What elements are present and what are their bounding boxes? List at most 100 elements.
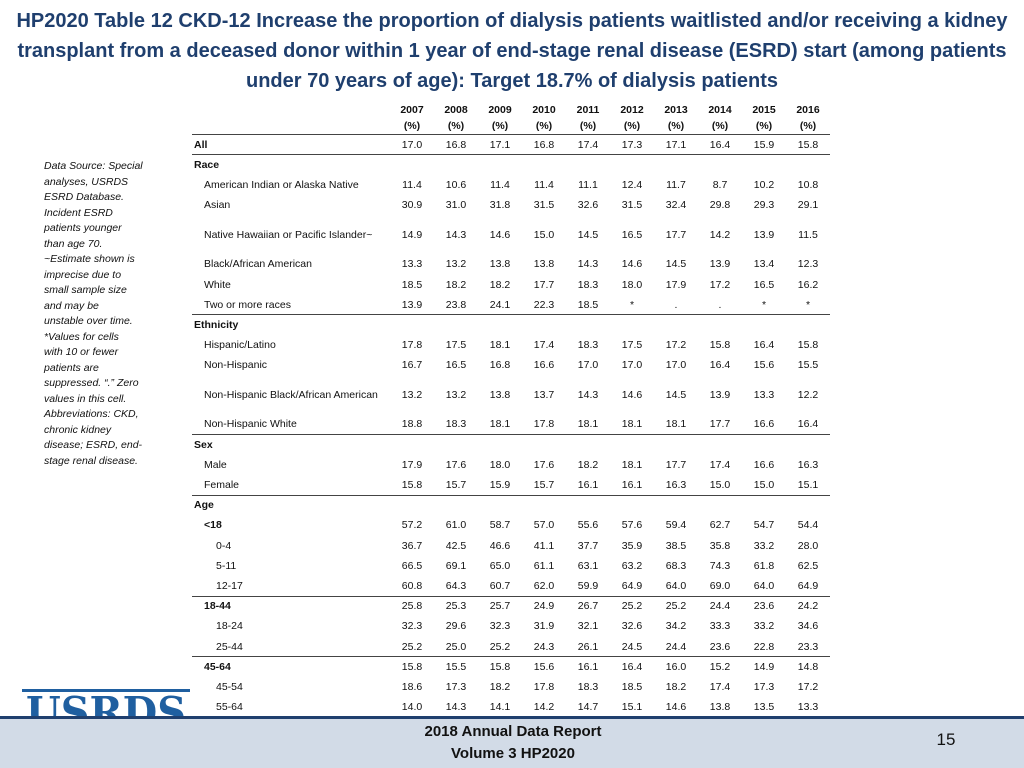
table-cell: 29.3: [742, 195, 786, 216]
table-cell: 23.8: [434, 294, 478, 316]
table-cell: *: [786, 294, 830, 316]
table-cell: [478, 495, 522, 516]
table-cell: 14.6: [654, 697, 698, 718]
note-line: small sample size: [44, 284, 127, 296]
row-label: 45-64: [192, 656, 390, 678]
table-cell: 60.8: [390, 575, 434, 597]
table-cell: 58.7: [478, 515, 522, 537]
table-cell: 15.8: [390, 474, 434, 496]
table-cell: 17.5: [610, 335, 654, 356]
table-cell: 18.3: [434, 414, 478, 436]
table-cell: 18.1: [654, 414, 698, 436]
table-cell: 64.3: [434, 575, 478, 597]
table-cell: 32.1: [566, 616, 610, 637]
table-cell: 25.0: [434, 636, 478, 658]
table-cell: 17.9: [390, 454, 434, 476]
table-cell: 13.2: [390, 375, 434, 415]
row-label: <18: [192, 515, 390, 537]
table-cell: [522, 495, 566, 516]
table-cell: 15.6: [522, 656, 566, 678]
table-cell: 25.3: [434, 596, 478, 617]
table-cell: 37.7: [566, 535, 610, 557]
table-cell: 35.8: [698, 535, 742, 557]
table-cell: 61.8: [742, 555, 786, 577]
table-cell: 16.4: [698, 355, 742, 376]
table-cell: 17.0: [610, 355, 654, 376]
note-line: *Values for cells: [44, 330, 119, 343]
table-cell: 31.9: [522, 616, 566, 637]
table-cell: 18.2: [478, 274, 522, 296]
table-row: 55-64 14.0 14.3 14.1 14.2 14.7 15.1 14.6 13.8 13.…: [192, 697, 830, 718]
table-cell: 15.8: [478, 656, 522, 678]
table-cell: 33.3: [698, 616, 742, 637]
table-row: American Indian or Alaska Native 11.4 10.6…: [192, 174, 830, 196]
table-cell: 17.2: [786, 676, 830, 698]
table-cell: 15.9: [478, 474, 522, 496]
table-cell: 18.5: [566, 294, 610, 316]
table-cell: 33.2: [742, 616, 786, 637]
table-cell: 31.8: [478, 195, 522, 216]
table-cell: 14.6: [610, 254, 654, 275]
year-header: 2012: [620, 104, 644, 116]
table-row: 18-24 32.3 29.6 32.3 31.9 32.1 32.6 34.2 33.3 33.…: [192, 616, 830, 637]
row-label: Race: [192, 154, 390, 176]
table-cell: 59.9: [566, 575, 610, 597]
table-cell: 10.6: [434, 174, 478, 196]
table-cell: 29.1: [786, 195, 830, 216]
table-cell: *: [610, 294, 654, 316]
table-cell: 25.2: [390, 636, 434, 658]
table-cell: 32.4: [654, 195, 698, 216]
footer-stripe: [0, 716, 1024, 719]
unit-header: (%): [654, 118, 698, 135]
table-cell: 16.6: [522, 355, 566, 376]
table-cell: 11.4: [522, 174, 566, 196]
page-number: 15: [936, 730, 956, 749]
note-line: patients younger: [44, 222, 122, 234]
table-row: Non-Hispanic White 18.8 18.3 18.1 17.8 18.1 18…: [192, 414, 830, 436]
table-cell: 18.3: [566, 274, 610, 296]
row-label: Black/African American: [192, 254, 390, 275]
unit-header: (%): [566, 118, 610, 135]
table-cell: 32.6: [610, 616, 654, 637]
row-label: Native Hawaiian or Pacific Islander~: [192, 215, 390, 255]
table-section-header: Race: [192, 154, 830, 176]
table-cell: 14.5: [654, 375, 698, 415]
table-row: Male 17.9 17.6 18.0 17.6 18.2 18.1 17.7 17.4 16.6…: [192, 454, 830, 476]
table-cell: 15.5: [786, 355, 830, 376]
year-header: 2015: [752, 104, 776, 116]
table-cell: [434, 495, 478, 516]
table-cell: 15.0: [742, 474, 786, 496]
table-cell: 13.4: [742, 254, 786, 275]
table-cell: 33.2: [742, 535, 786, 557]
unit-header: (%): [390, 118, 434, 135]
row-label: Hispanic/Latino: [192, 335, 390, 356]
row-label: Age: [192, 495, 390, 516]
table-cell: 46.6: [478, 535, 522, 557]
table-cell: 25.2: [654, 596, 698, 617]
table-cell: [566, 495, 610, 516]
table-cell: 14.6: [478, 215, 522, 255]
table-section-header: Ethnicity: [192, 314, 830, 336]
table-cell: [434, 154, 478, 176]
table-cell: 15.1: [786, 474, 830, 496]
table-cell: [742, 154, 786, 176]
source-note: Data Source: Special analyses, USRDS ESRD …: [44, 159, 162, 469]
table-cell: [742, 434, 786, 456]
table-cell: 16.5: [610, 215, 654, 255]
table-cell: 69.0: [698, 575, 742, 597]
table-cell: 17.6: [434, 454, 478, 476]
table-cell: 16.1: [566, 474, 610, 496]
table-cell: 25.2: [610, 596, 654, 617]
table-cell: [566, 314, 610, 336]
table-row: 25-44 25.2 25.0 25.2 24.3 26.1 24.5 24.4 23.6 22.…: [192, 636, 830, 658]
table-cell: 16.6: [742, 454, 786, 476]
row-label: 5-11: [192, 555, 390, 577]
table-cell: 18.1: [478, 414, 522, 436]
table-cell: 62.7: [698, 515, 742, 537]
table-cell: 24.2: [786, 596, 830, 617]
note-line: disease; ESRD, end-: [44, 439, 143, 451]
footer-text: 2018 Annual Data Report Volume 3 HP2020: [358, 721, 668, 765]
table-cell: [522, 434, 566, 456]
table-cell: [698, 314, 742, 336]
table-row: 5-11 66.5 69.1 65.0 61.1 63.1 63.2 68.3 74.3 61.8…: [192, 555, 830, 577]
